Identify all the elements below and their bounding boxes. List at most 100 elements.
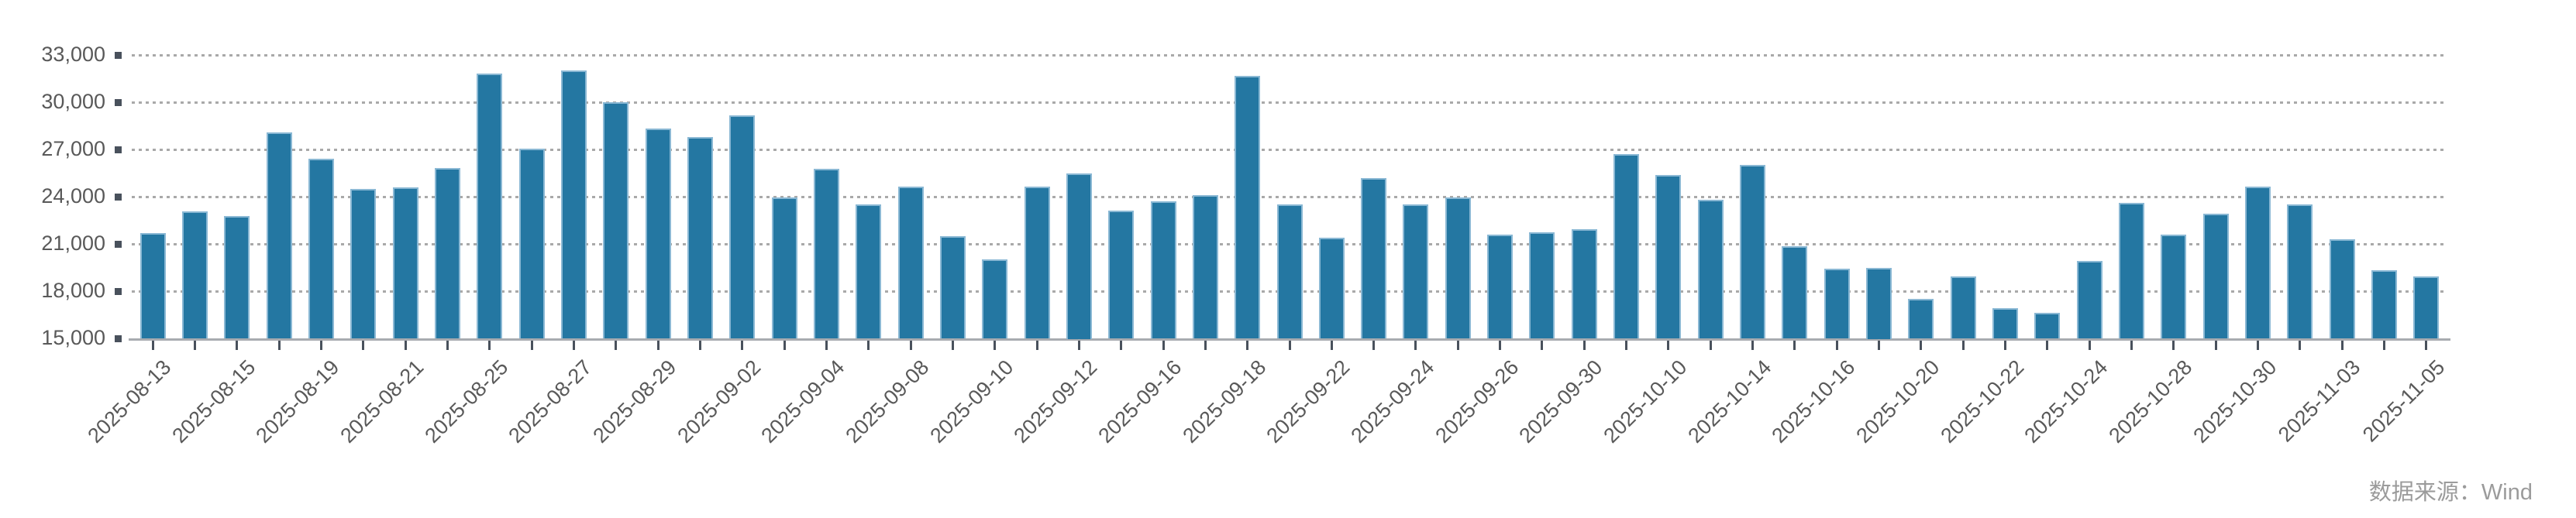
bar	[1319, 238, 1345, 338]
x-axis-tick	[1751, 341, 1754, 350]
x-axis-line	[129, 338, 2450, 341]
x-axis-tick	[278, 341, 281, 350]
bar	[1193, 195, 1218, 338]
x-axis-tick	[2383, 341, 2385, 350]
bar	[603, 102, 629, 338]
x-axis-tick	[405, 341, 407, 350]
bar	[982, 259, 1007, 338]
x-axis-tick	[1962, 341, 1965, 350]
x-axis-tick	[783, 341, 786, 350]
bar	[477, 74, 502, 338]
x-axis-label: 2025-10-22	[1936, 355, 2029, 448]
bar	[561, 70, 587, 338]
y-axis-label: 33,000	[41, 43, 105, 66]
x-axis-tick	[1331, 341, 1333, 350]
x-axis-tick	[1793, 341, 1796, 350]
bar	[519, 149, 545, 338]
x-axis-tick	[952, 341, 954, 350]
x-axis-label: 2025-11-03	[2273, 355, 2365, 447]
x-axis-tick	[867, 341, 870, 350]
bar	[772, 197, 797, 338]
x-axis-tick	[194, 341, 196, 350]
x-axis-label: 2025-10-24	[2020, 355, 2113, 448]
x-axis-tick	[1541, 341, 1543, 350]
x-axis-tick	[1289, 341, 1291, 350]
y-axis-tick	[115, 335, 122, 342]
x-axis-tick	[2130, 341, 2133, 350]
bar	[1151, 201, 1176, 338]
x-axis-tick	[362, 341, 364, 350]
bar	[182, 211, 208, 338]
x-axis-tick	[994, 341, 996, 350]
y-axis-label: 21,000	[41, 232, 105, 255]
bar	[898, 187, 924, 338]
x-axis-label: 2025-09-22	[1262, 355, 1355, 448]
gridline	[132, 54, 2447, 57]
x-axis-label: 2025-08-13	[83, 355, 176, 448]
x-axis-label: 2025-09-24	[1346, 355, 1439, 448]
bar	[224, 216, 250, 338]
bar	[393, 187, 418, 338]
x-axis-tick	[1920, 341, 1922, 350]
x-axis-tick	[1878, 341, 1880, 350]
x-axis-tick	[2215, 341, 2217, 350]
bar	[1235, 76, 1260, 338]
x-axis-tick	[152, 341, 154, 350]
bar	[2161, 235, 2186, 338]
bar	[814, 169, 839, 338]
x-axis-tick	[910, 341, 912, 350]
bar	[1992, 308, 2018, 338]
x-axis-tick	[488, 341, 491, 350]
bar	[687, 137, 713, 338]
x-axis-label: 2025-08-29	[588, 355, 681, 448]
bar	[1698, 200, 1724, 338]
x-axis-label: 2025-09-16	[1093, 355, 1186, 448]
x-axis-tick	[320, 341, 322, 350]
y-axis-tick	[115, 194, 122, 201]
y-axis-label: 27,000	[41, 137, 105, 160]
bar	[2077, 261, 2102, 338]
y-axis-label: 18,000	[41, 279, 105, 302]
x-axis-tick	[1583, 341, 1586, 350]
x-axis-label: 2025-09-02	[673, 355, 766, 448]
x-axis-tick	[531, 341, 533, 350]
x-axis-label: 2025-08-21	[336, 355, 429, 448]
bar	[1487, 235, 1513, 338]
y-axis-tick	[115, 52, 122, 59]
x-axis-label: 2025-09-30	[1514, 355, 1607, 448]
x-axis-tick	[1246, 341, 1248, 350]
y-axis-tick	[115, 99, 122, 106]
x-axis-tick	[2046, 341, 2048, 350]
x-axis-tick	[573, 341, 575, 350]
x-axis-label: 2025-10-28	[2104, 355, 2197, 448]
x-axis-label: 2025-08-25	[420, 355, 513, 448]
bar	[1277, 204, 1303, 338]
bar	[1613, 154, 1639, 338]
bar	[1655, 175, 1681, 338]
x-axis-label: 2025-09-08	[841, 355, 934, 448]
bar	[1951, 276, 1976, 338]
x-axis-tick	[1710, 341, 1712, 350]
x-axis-label: 2025-10-16	[1767, 355, 1860, 448]
x-axis-tick	[2257, 341, 2259, 350]
bar	[267, 132, 292, 338]
bar	[350, 189, 376, 338]
bar	[2203, 214, 2229, 338]
x-axis-tick	[741, 341, 743, 350]
bar	[2413, 276, 2439, 338]
x-axis-tick	[1499, 341, 1501, 350]
x-axis-tick	[1836, 341, 1838, 350]
x-axis-tick	[446, 341, 449, 350]
x-axis-label: 2025-09-04	[756, 355, 849, 448]
bar	[1572, 229, 1597, 338]
y-axis-tick	[115, 146, 122, 153]
bar	[2034, 313, 2060, 338]
x-axis-tick	[2341, 341, 2344, 350]
x-axis-tick	[1078, 341, 1080, 350]
x-axis-tick	[236, 341, 238, 350]
x-axis-label: 2025-10-14	[1683, 355, 1776, 448]
x-axis-tick	[825, 341, 828, 350]
y-axis-tick	[115, 241, 122, 248]
bar	[2287, 204, 2313, 338]
